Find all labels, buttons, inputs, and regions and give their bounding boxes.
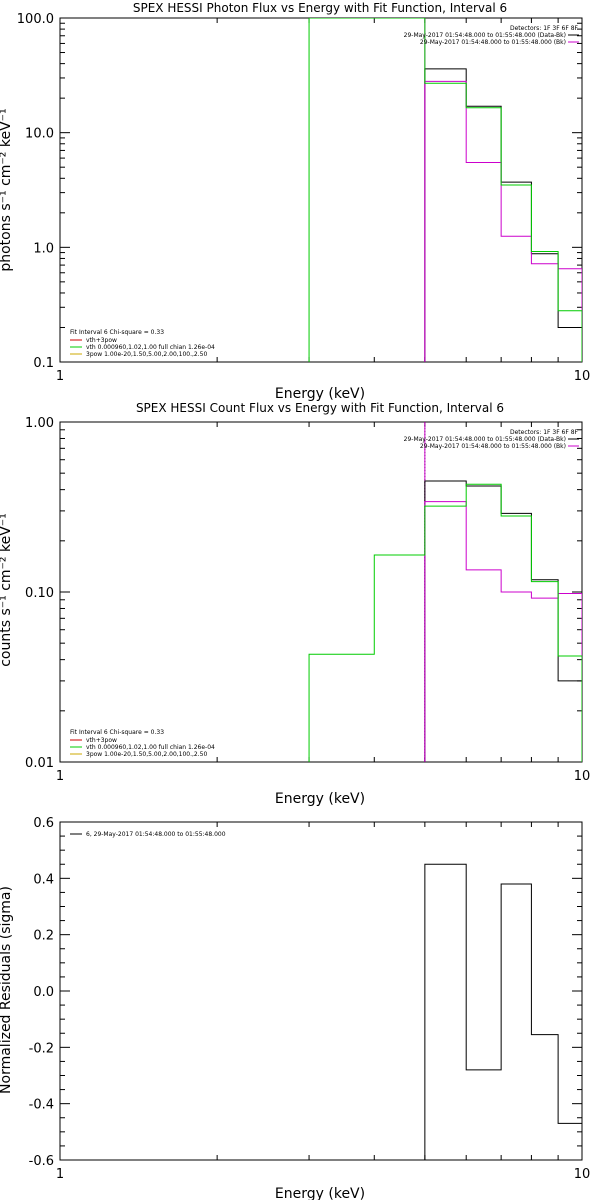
count-flux-legend-entry: 29-May-2017 01:54:48.000 to 01:55:48.000…: [404, 436, 566, 443]
photon-flux-legend-entry: Detectors: 1F 3F 6F 8F: [510, 25, 579, 32]
photon-flux-ylabel: photons s⁻¹ cm⁻² keV⁻¹: [0, 108, 14, 271]
count-flux-fit-legend-entry: vth+3pow: [86, 737, 117, 744]
residuals-y-tick-label: 0.4: [33, 872, 54, 887]
residuals-panel: Energy (keV) Normalized Residuals (sigma…: [0, 816, 590, 1200]
photon-flux-y-tick-label: 0.1: [33, 356, 54, 371]
count-flux-fit-legend-header: Fit Interval 6 Chi-square = 0.33: [70, 729, 164, 736]
residuals-plot-content: [424, 863, 582, 1160]
photon-flux-x-tick-label: 1: [56, 369, 64, 384]
count-flux-xlabel: Energy (keV): [275, 791, 365, 807]
count-flux-legend-entry: 29-May-2017 01:54:48.000 to 01:55:48.000…: [420, 443, 566, 450]
count-flux-vth-3pow-histogram: [308, 483, 582, 762]
count-flux-ylabel: counts s⁻¹ cm⁻² keV⁻¹: [0, 513, 14, 667]
photon-flux-y-tick-label: 10.0: [25, 127, 54, 142]
photon-flux-y-tick-label: 1.0: [33, 241, 54, 256]
photon-flux-fit-legend-header: Fit Interval 6 Chi-square = 0.33: [70, 329, 164, 336]
photon-flux-plot-frame: [59, 17, 583, 363]
photon-flux-legend-entry: 29-May-2017 01:54:48.000 to 01:55:48.000…: [404, 32, 566, 39]
photon-flux-x-tick-label: 10: [574, 369, 591, 384]
count-flux-data-bk-histogram: [424, 480, 582, 762]
photon-flux-plot-content: [308, 18, 582, 362]
count-flux-x-tick-label: 10: [574, 769, 591, 784]
count-flux-bk-histogram: [424, 501, 582, 762]
residuals-xlabel: Energy (keV): [275, 1186, 365, 1200]
count-flux-y-tick-label: 0.10: [25, 586, 54, 601]
count-flux-x-tick-label: 1: [56, 769, 64, 784]
residuals-plot-frame: [59, 821, 583, 1161]
photon-flux-xlabel: Energy (keV): [275, 386, 365, 402]
residuals-y-tick-label: -0.4: [29, 1098, 54, 1113]
residuals-ylabel: Normalized Residuals (sigma): [0, 886, 14, 1094]
residuals-y-tick-label: -0.6: [29, 1154, 54, 1169]
count-flux-fit-legend-entry: 3pow 1.00e-20,1.50,5.00,2.00,100.,2.50: [86, 751, 207, 758]
photon-flux-legend-entry: 29-May-2017 01:54:48.000 to 01:55:48.000…: [420, 39, 566, 46]
photon-flux-vth-3pow-histogram: [308, 18, 582, 362]
count-flux-plot-content: [308, 422, 582, 762]
residuals-series-0-histogram: [424, 863, 582, 1160]
photon-flux-fit-legend-entry: vth+3pow: [86, 337, 117, 344]
count-flux-legend-entry: Detectors: 1F 3F 6F 8F: [510, 429, 579, 436]
photon-flux-panel: SPEX HESSI Photon Flux vs Energy with Fi…: [0, 1, 590, 402]
residuals-y-tick-label: 0.0: [33, 985, 54, 1000]
photon-flux-fit-legend-entry: vth 0.000960,1.02,1.00 full chian 1.26e-…: [86, 344, 215, 351]
photon-flux-title: SPEX HESSI Photon Flux vs Energy with Fi…: [133, 1, 507, 15]
residuals-x-tick-label: 1: [56, 1167, 64, 1182]
residuals-x-tick-label: 10: [574, 1167, 591, 1182]
photon-flux-y-tick-label: 100.0: [17, 12, 54, 27]
count-flux-panel: SPEX HESSI Count Flux vs Energy with Fit…: [0, 401, 590, 807]
count-flux-y-tick-label: 1.00: [25, 416, 54, 431]
residuals-legend-entry: 6, 29-May-2017 01:54:48.000 to 01:55:48.…: [86, 831, 226, 838]
residuals-y-tick-label: -0.2: [29, 1041, 54, 1056]
residuals-y-tick-label: 0.6: [33, 816, 54, 831]
residuals-y-tick-label: 0.2: [33, 929, 54, 944]
photon-flux-fit-legend-entry: 3pow 1.00e-20,1.50,5.00,2.00,100.,2.50: [86, 351, 207, 358]
count-flux-y-tick-label: 0.01: [25, 756, 54, 771]
photon-flux-data-bk-histogram: [424, 68, 582, 362]
photon-flux-bk-histogram: [424, 80, 582, 362]
count-flux-fit-legend-entry: vth 0.000960,1.02,1.00 full chian 1.26e-…: [86, 744, 215, 751]
count-flux-title: SPEX HESSI Count Flux vs Energy with Fit…: [136, 401, 504, 415]
